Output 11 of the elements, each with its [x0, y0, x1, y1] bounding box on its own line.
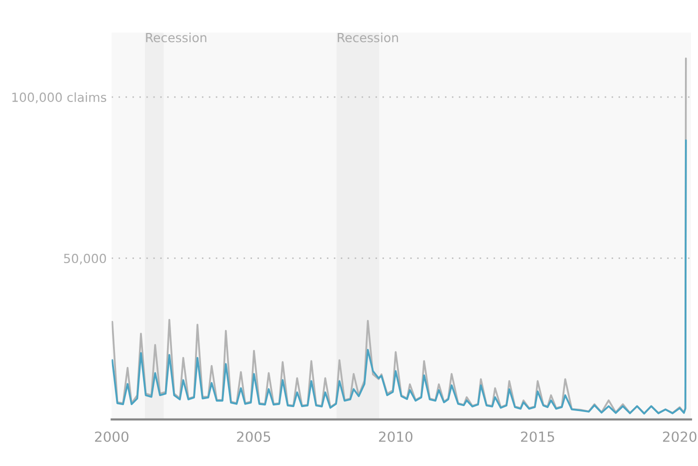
x-tick-label: 2005: [237, 431, 270, 442]
x-tick-label: 2000: [95, 431, 128, 442]
band-label: Recession: [338, 32, 398, 42]
line-series: [112, 139, 687, 415]
x-tick-label: 2015: [521, 431, 554, 442]
x-tick-label: 2010: [379, 431, 412, 442]
x-tick-label: 2020: [663, 431, 696, 442]
y-tick-label: 50,000: [64, 254, 106, 264]
y-tick-label: 100,000 claims: [12, 92, 106, 104]
band-label: Recession: [146, 32, 206, 42]
line-series: [112, 58, 687, 414]
